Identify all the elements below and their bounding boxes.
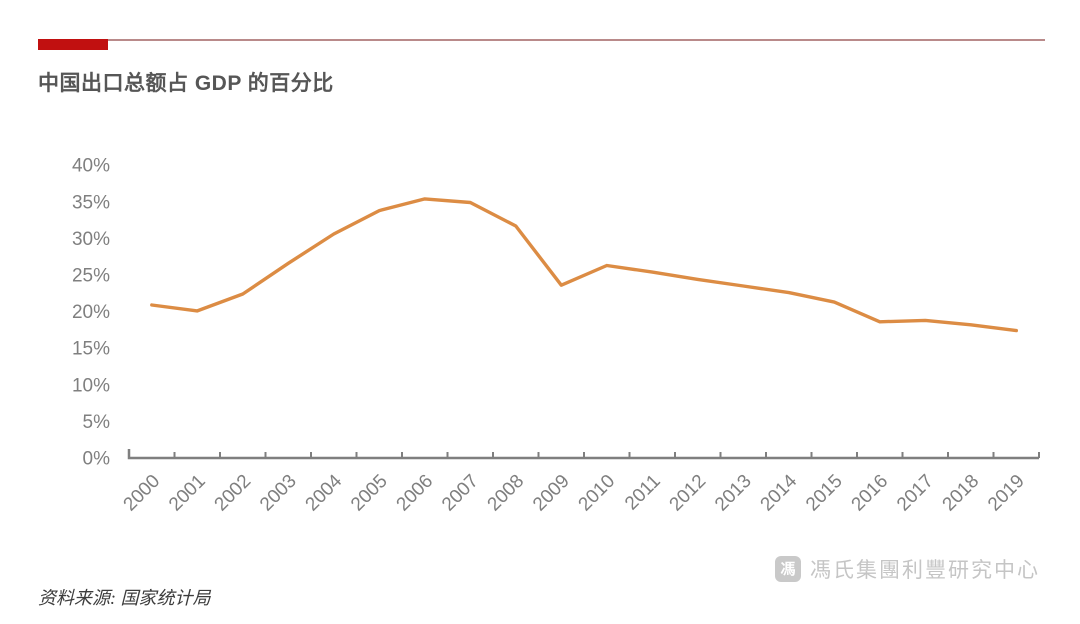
x-tick-label: 2019 — [984, 471, 1029, 516]
y-tick-label: 10% — [72, 375, 110, 396]
y-tick-label: 40% — [72, 156, 110, 177]
export-gdp-line — [150, 197, 1018, 333]
x-tick-label: 2015 — [802, 471, 847, 516]
header-accent-bar — [38, 39, 108, 50]
x-tick-label: 2010 — [575, 471, 620, 516]
fung-group-watermark-text: 馮氏集團利豐研究中心 — [810, 559, 1040, 582]
y-tick-label: 35% — [72, 192, 110, 213]
y-tick-label: 5% — [83, 412, 111, 433]
x-tick-label: 2000 — [120, 471, 165, 516]
x-tick-label: 2017 — [893, 471, 938, 516]
x-tick-label: 2001 — [165, 471, 210, 516]
y-tick-label: 30% — [72, 229, 110, 250]
x-tick-label: 2009 — [529, 471, 574, 516]
x-tick-label: 2018 — [939, 471, 984, 516]
y-tick-label: 25% — [72, 266, 110, 287]
x-tick-label: 2012 — [666, 471, 711, 516]
x-tick-label: 2013 — [711, 471, 756, 516]
fung-group-watermark: 馮 馮氏集團利豐研究中心 — [775, 554, 1040, 584]
x-tick-label: 2002 — [211, 471, 256, 516]
x-axis — [127, 449, 1039, 460]
x-tick-label: 2003 — [256, 471, 301, 516]
y-tick-label: 0% — [83, 449, 111, 470]
fung-group-logo-icon: 馮 — [775, 556, 801, 582]
x-tick-label: 2014 — [757, 470, 802, 515]
x-tick-label: 2006 — [393, 471, 438, 516]
x-tick-label: 2008 — [484, 471, 529, 516]
x-tick-label: 2005 — [347, 471, 392, 516]
header-rule-line — [38, 39, 1045, 41]
x-tick-label: 2004 — [302, 470, 347, 515]
y-tick-label: 20% — [72, 302, 110, 323]
x-tick-label: 2016 — [848, 471, 893, 516]
y-tick-label: 15% — [72, 339, 110, 360]
x-tick-label: 2007 — [438, 471, 483, 516]
chart-title: 中国出口总额占 GDP 的百分比 — [38, 72, 334, 95]
x-tick-label: 2011 — [621, 471, 665, 515]
source-note: 资料来源: 国家统计局 — [38, 588, 211, 608]
